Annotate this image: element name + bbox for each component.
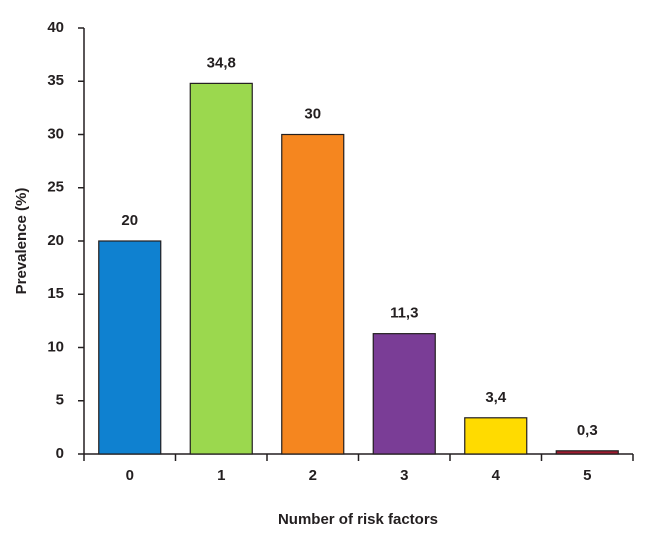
- bar: [555, 450, 619, 455]
- y-tick-label: 25: [47, 179, 64, 196]
- y-tick-label: 30: [47, 125, 64, 142]
- x-tick-label: 3: [400, 467, 408, 484]
- bar: [189, 82, 253, 455]
- data-label: 34,8: [207, 54, 236, 71]
- data-label: 30: [304, 105, 321, 122]
- y-tick-label: 5: [56, 392, 64, 409]
- data-label: 0,3: [577, 422, 598, 439]
- x-tick-label: 2: [309, 467, 317, 484]
- data-label: 20: [121, 212, 138, 229]
- y-tick-label: 10: [47, 338, 64, 355]
- bar: [281, 133, 345, 455]
- data-label: 11,3: [390, 305, 418, 322]
- bar: [372, 333, 436, 455]
- y-tick-label: 40: [47, 19, 64, 36]
- x-tick-label: 1: [217, 467, 225, 484]
- x-tick-label: 4: [492, 467, 501, 484]
- x-axis-title: Number of risk factors: [278, 511, 438, 528]
- y-tick-label: 35: [47, 72, 64, 89]
- y-tick-label: 15: [47, 285, 64, 302]
- bar: [464, 417, 528, 455]
- x-tick-label: 5: [583, 467, 591, 484]
- data-label: 3,4: [485, 389, 507, 406]
- bar: [98, 240, 162, 455]
- x-tick-label: 0: [126, 467, 134, 484]
- y-tick-label: 0: [56, 445, 64, 462]
- y-axis-title: Prevalence (%): [13, 188, 30, 295]
- y-tick-label: 20: [47, 232, 64, 249]
